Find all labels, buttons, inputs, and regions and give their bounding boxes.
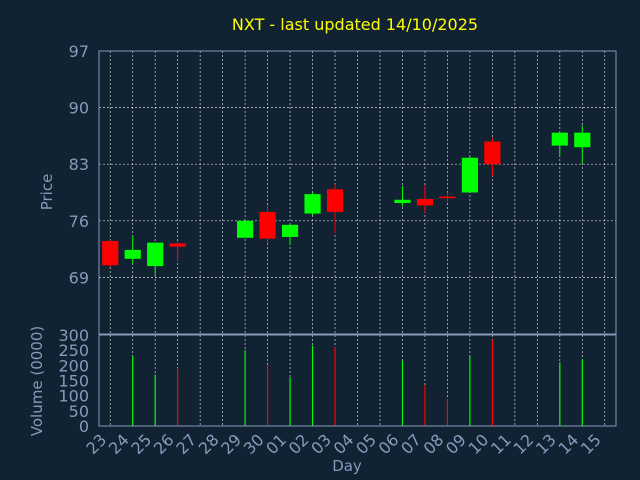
price-tick-label: 90 <box>69 99 89 118</box>
candle-body <box>326 189 344 212</box>
x-axis-label: Day <box>332 457 362 475</box>
volume-tick-label: 150 <box>58 372 89 391</box>
volume-tick-label: 200 <box>58 356 89 375</box>
candle-body <box>237 220 254 238</box>
candle-body <box>416 198 434 206</box>
x-axis-ticks: 2324252627282930010203040506070809101112… <box>82 430 604 458</box>
volume-tick-label: 300 <box>58 326 89 345</box>
chart-title: NXT - last updated 14/10/2025 <box>232 15 478 34</box>
price-panel: 69 76 83 90 97 <box>69 42 617 335</box>
candle-body <box>439 196 456 199</box>
candle-body <box>574 132 591 148</box>
volume-tick-label: 100 <box>58 387 89 406</box>
candle-body <box>461 157 478 193</box>
candle-body <box>102 241 119 266</box>
price-panel-frame <box>98 50 617 335</box>
volume-axis-label: Volume (0000) <box>28 326 46 436</box>
volume-tick-label: 50 <box>69 402 89 421</box>
candle-body <box>281 224 299 237</box>
volume-tick-label: 250 <box>58 341 89 360</box>
candle-body <box>551 132 568 146</box>
price-tick-label: 83 <box>69 155 89 174</box>
volume-tick-label: 0 <box>79 417 89 436</box>
candle-body <box>169 243 186 247</box>
price-tick-label: 69 <box>69 268 89 287</box>
volume-panel-frame <box>98 334 617 427</box>
candle-body <box>124 249 141 259</box>
price-tick-label: 97 <box>69 42 89 61</box>
candle-body <box>147 242 164 267</box>
price-axis-label: Price <box>38 174 56 211</box>
price-tick-label: 76 <box>69 212 89 231</box>
candle-body <box>394 199 411 204</box>
candle-body <box>259 211 276 239</box>
candle-body <box>304 194 321 214</box>
candle-body <box>484 141 501 165</box>
